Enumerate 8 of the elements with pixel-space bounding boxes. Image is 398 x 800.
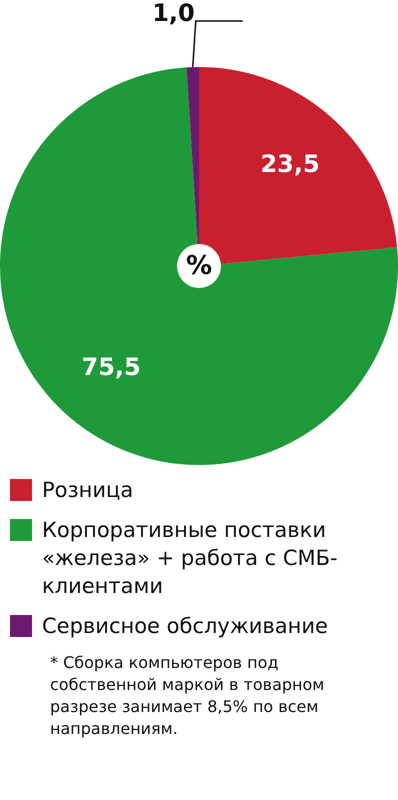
data-label: 75,5	[82, 353, 141, 382]
data-label: 1,0	[152, 0, 195, 28]
legend-label: Розница	[42, 477, 134, 504]
text: * Сборка компьютеров под собственной маркой в товарном разрезе занимает 8,5% по всем направлениям.	[50, 652, 326, 740]
legend-label: Корпоративные поставки «железа» + работа с СМБ-клиентами	[42, 517, 339, 600]
legend-label: Сервисное обслуживание	[42, 613, 328, 640]
data-label: 23,5	[260, 150, 320, 178]
text: %	[186, 250, 212, 281]
